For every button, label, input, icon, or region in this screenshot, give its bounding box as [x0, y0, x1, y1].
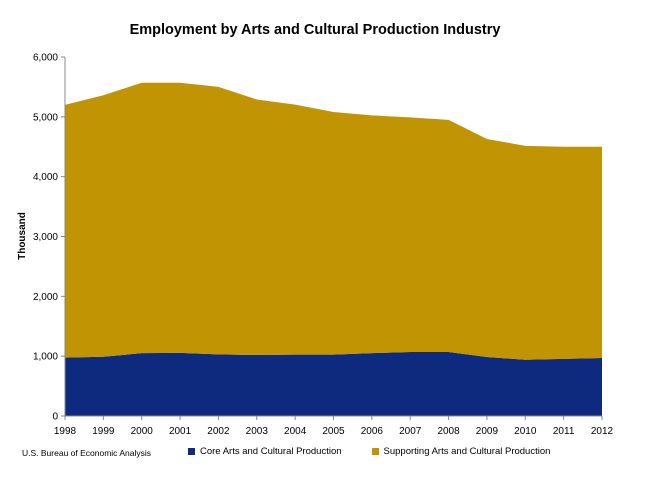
source-note: U.S. Bureau of Economic Analysis: [22, 448, 151, 458]
area-series-1: [65, 82, 602, 360]
legend-swatch-core: [188, 448, 195, 455]
x-tick-label: 2002: [207, 426, 230, 437]
legend-item-supporting: Supporting Arts and Cultural Production: [371, 446, 551, 457]
y-tick-label: 1,000: [33, 352, 58, 363]
x-tick-label: 2003: [246, 426, 269, 437]
y-tick-label: 4,000: [33, 172, 58, 183]
x-tick-label: 2008: [437, 426, 460, 437]
y-tick-label: 5,000: [33, 112, 58, 123]
x-tick-label: 2001: [169, 426, 192, 437]
y-tick-label: 2,000: [33, 292, 58, 303]
x-tick-label: 2010: [514, 426, 537, 437]
y-tick-label: 0: [52, 412, 58, 423]
x-tick-label: 1999: [92, 426, 115, 437]
chart-title: Employment by Arts and Cultural Producti…: [129, 22, 501, 38]
x-tick-label: 2000: [131, 426, 154, 437]
y-tick-labels: 0 1,000 2,000 3,000 4,000 5,000 6,000: [33, 53, 65, 423]
y-tick-label: 6,000: [33, 53, 58, 64]
chart-areas: [65, 82, 602, 416]
y-tick-label: 3,000: [33, 232, 58, 243]
x-tick-label: 2011: [553, 426, 575, 437]
x-tick-labels: 1998 1999 2000 2001 2002 2003 2004 2005 2006 2007…: [54, 416, 614, 437]
x-tick-label: 2007: [399, 426, 422, 437]
x-tick-label: 1998: [54, 426, 77, 437]
x-tick-label: 2006: [361, 426, 384, 437]
area-series-0: [65, 351, 602, 416]
legend-swatch-supporting: [371, 448, 379, 455]
x-tick-label: 2005: [322, 426, 345, 437]
x-tick-label: 2012: [591, 426, 614, 437]
legend-label-supporting: Supporting Arts and Cultural Production: [383, 446, 551, 457]
legend: Core Arts and Cultural Production Suppor…: [188, 446, 550, 457]
legend-item-core: Core Arts and Cultural Production: [188, 446, 342, 457]
x-tick-label: 2009: [476, 426, 499, 437]
x-tick-label: 2004: [284, 426, 307, 437]
y-axis-title: Thousand: [17, 212, 28, 260]
legend-label-core: Core Arts and Cultural Production: [200, 446, 342, 457]
